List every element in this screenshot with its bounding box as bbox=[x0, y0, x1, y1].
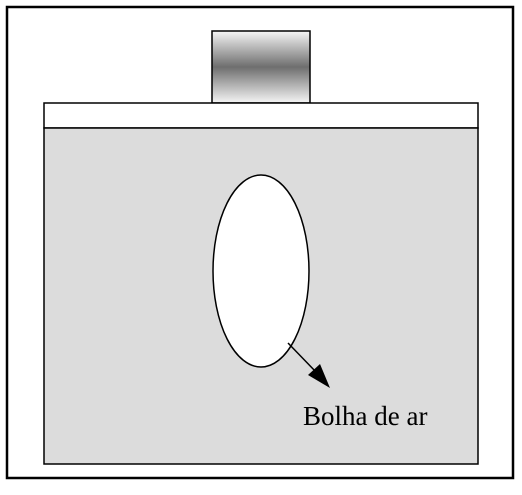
pointer-arrow-line bbox=[287, 342, 317, 373]
bubble-label: Bolha de ar bbox=[303, 401, 427, 431]
air-bubble bbox=[212, 174, 310, 368]
pointer-arrow-head bbox=[308, 364, 330, 388]
weight-block bbox=[211, 30, 311, 104]
lid-plate bbox=[43, 102, 479, 129]
